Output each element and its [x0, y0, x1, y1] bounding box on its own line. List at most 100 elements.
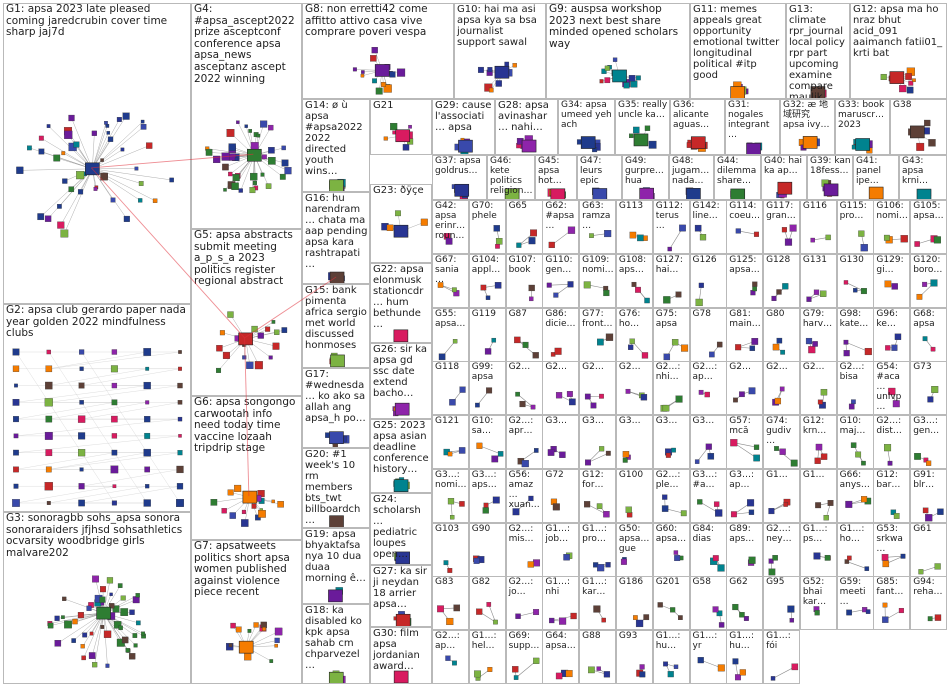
- cluster-mini[interactable]: G109: nomi…: [579, 253, 617, 308]
- node-vertex[interactable]: [749, 345, 756, 351]
- hub-node-vertex[interactable]: [639, 187, 654, 200]
- node-vertex[interactable]: [504, 61, 510, 67]
- node-vertex[interactable]: [736, 228, 742, 234]
- node-vertex[interactable]: [420, 218, 428, 226]
- node-vertex[interactable]: [708, 351, 715, 357]
- node-vertex[interactable]: [730, 439, 738, 447]
- node-vertex[interactable]: [752, 281, 758, 287]
- node-vertex[interactable]: [242, 355, 247, 360]
- node-vertex[interactable]: [274, 643, 278, 648]
- cluster-mini[interactable]: G2…: ney…: [763, 522, 801, 577]
- node-vertex[interactable]: [228, 143, 236, 151]
- cluster-mini[interactable]: G66: anys…: [836, 468, 874, 523]
- cluster-mini[interactable]: G119: [468, 307, 506, 362]
- cluster-mini[interactable]: G1…: fói: [763, 630, 801, 685]
- cluster-mini[interactable]: G3…: #a…: [689, 468, 727, 523]
- node-vertex[interactable]: [924, 119, 931, 127]
- node-vertex[interactable]: [86, 605, 92, 611]
- node-vertex[interactable]: [665, 452, 671, 458]
- node-vertex[interactable]: [92, 662, 98, 668]
- node-vertex[interactable]: [46, 349, 51, 355]
- cluster-mini[interactable]: G84: dias: [689, 522, 727, 577]
- node-vertex[interactable]: [77, 612, 84, 619]
- cluster-g13[interactable]: G13: climate rpr_journal local policy rp…: [786, 3, 850, 99]
- cluster-mini[interactable]: G86: dicie…: [542, 307, 580, 362]
- node-vertex[interactable]: [620, 558, 627, 565]
- node-vertex[interactable]: [268, 157, 276, 165]
- node-vertex[interactable]: [597, 563, 605, 571]
- cluster-g16[interactable]: G16: hu narendram… chata ma aap pending …: [302, 192, 370, 284]
- node-vertex[interactable]: [632, 615, 638, 621]
- node-vertex[interactable]: [111, 415, 118, 423]
- cluster-mini[interactable]: G3…: [615, 415, 653, 470]
- node-vertex[interactable]: [662, 405, 669, 412]
- node-vertex[interactable]: [265, 326, 271, 332]
- node-vertex[interactable]: [860, 461, 866, 466]
- node-vertex[interactable]: [235, 626, 242, 633]
- hub-node-vertex[interactable]: [85, 162, 100, 176]
- node-vertex[interactable]: [519, 401, 526, 408]
- node-vertex[interactable]: [219, 330, 225, 336]
- node-vertex[interactable]: [111, 449, 118, 456]
- node-vertex[interactable]: [392, 130, 396, 135]
- node-vertex[interactable]: [530, 405, 535, 410]
- cluster-mini[interactable]: G2…: [579, 361, 617, 416]
- node-vertex[interactable]: [68, 186, 75, 193]
- node-vertex[interactable]: [622, 457, 628, 463]
- node-vertex[interactable]: [260, 120, 268, 128]
- node-vertex[interactable]: [596, 666, 601, 671]
- node-vertex[interactable]: [80, 644, 85, 649]
- node-vertex[interactable]: [768, 507, 775, 514]
- node-vertex[interactable]: [888, 461, 893, 466]
- cluster-g49[interactable]: G49: gurpre… hua: [622, 155, 669, 200]
- node-vertex[interactable]: [928, 139, 936, 147]
- cluster-mini[interactable]: G95: [763, 576, 801, 631]
- node-vertex[interactable]: [82, 632, 88, 638]
- node-vertex[interactable]: [12, 365, 20, 372]
- node-vertex[interactable]: [251, 325, 258, 333]
- node-vertex[interactable]: [926, 460, 932, 466]
- node-vertex[interactable]: [705, 443, 712, 450]
- node-vertex[interactable]: [884, 234, 891, 241]
- node-vertex[interactable]: [89, 631, 94, 636]
- node-vertex[interactable]: [27, 145, 32, 151]
- node-vertex[interactable]: [522, 341, 529, 348]
- node-vertex[interactable]: [864, 566, 869, 571]
- node-vertex[interactable]: [712, 554, 719, 561]
- node-vertex[interactable]: [120, 608, 129, 616]
- node-vertex[interactable]: [216, 367, 222, 373]
- cluster-g47[interactable]: G47: leurs epic: [577, 155, 622, 200]
- cluster-mini[interactable]: G1…: pro…: [579, 522, 617, 577]
- node-vertex[interactable]: [922, 281, 928, 287]
- node-vertex[interactable]: [491, 455, 498, 463]
- cluster-g24[interactable]: G24: scholarsh… pediatric loupes open…: [370, 493, 432, 565]
- node-vertex[interactable]: [38, 135, 44, 141]
- node-vertex[interactable]: [253, 622, 259, 628]
- node-vertex[interactable]: [143, 499, 151, 507]
- cluster-mini[interactable]: G100: [615, 468, 653, 523]
- node-vertex[interactable]: [352, 67, 357, 72]
- cluster-mini[interactable]: G58: [689, 576, 727, 631]
- cluster-mini[interactable]: G2…: [763, 361, 801, 416]
- node-vertex[interactable]: [256, 133, 261, 138]
- node-vertex[interactable]: [570, 613, 578, 620]
- node-vertex[interactable]: [627, 344, 634, 350]
- node-vertex[interactable]: [486, 602, 491, 608]
- node-vertex[interactable]: [713, 501, 719, 507]
- node-vertex[interactable]: [254, 361, 263, 370]
- cluster-g10[interactable]: G10: hai ma asi apsa kya sa bsa journali…: [454, 3, 546, 99]
- node-vertex[interactable]: [234, 157, 239, 161]
- node-vertex[interactable]: [808, 345, 816, 353]
- cluster-g22[interactable]: G22: apsa elonmusk stationcdr… hum bethu…: [370, 263, 432, 343]
- cluster-mini[interactable]: G83: [432, 576, 469, 631]
- cluster-mini[interactable]: G3…: [689, 415, 727, 470]
- hub-node-vertex[interactable]: [329, 431, 344, 444]
- cluster-mini[interactable]: G62: #apsa…: [542, 200, 580, 254]
- node-vertex[interactable]: [717, 664, 725, 672]
- node-vertex[interactable]: [567, 391, 574, 398]
- node-vertex[interactable]: [78, 499, 85, 507]
- hub-node-vertex[interactable]: [868, 186, 884, 199]
- hub-node-vertex[interactable]: [730, 188, 746, 200]
- cluster-g23[interactable]: G23: ðÿçe: [370, 184, 432, 263]
- node-vertex[interactable]: [228, 643, 233, 648]
